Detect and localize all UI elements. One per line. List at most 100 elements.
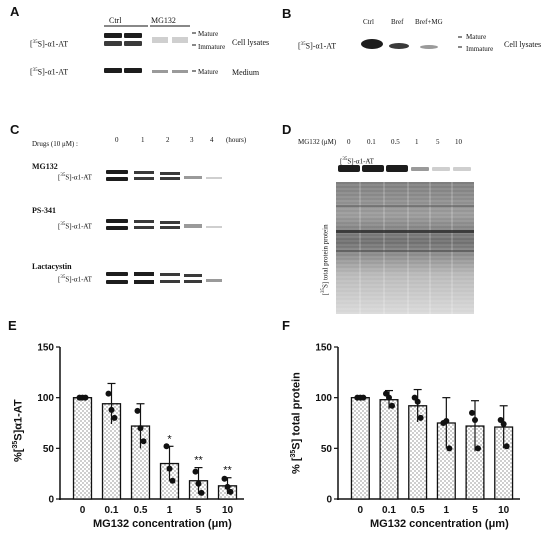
data-point-e-5-0 — [221, 475, 228, 482]
drugs-label: Drugs (10 μM) : — [32, 140, 78, 148]
lane-bref-mg: Bref+MG — [415, 18, 443, 26]
x-tick-label-f-5: 10 — [498, 505, 510, 516]
data-point-f-2-1 — [414, 398, 421, 405]
y-tick-label-e-0: 0 — [48, 495, 54, 506]
data-point-e-2-0 — [134, 407, 141, 414]
panel-label-b: B — [282, 6, 292, 21]
mg132-label-d: MG132 (μM) — [298, 138, 337, 146]
panel-label-a: A — [10, 4, 20, 19]
data-point-f-1-2 — [389, 402, 395, 409]
data-point-e-3-2 — [169, 477, 176, 484]
data-point-f-5-1 — [500, 421, 507, 428]
label-mature-b: Mature — [466, 33, 487, 41]
y-tick-label-f-3: 150 — [315, 343, 332, 354]
data-point-e-1-1 — [108, 406, 115, 413]
panel-label-e: E — [8, 318, 17, 333]
y-tick-label-f-2: 100 — [315, 393, 332, 404]
timepoint-4: 4 — [210, 136, 214, 144]
conc-5: 5 — [436, 138, 440, 146]
bar-f-1 — [379, 399, 399, 500]
drug-ps341: PS-341 — [32, 206, 56, 215]
bar-f-0 — [350, 397, 370, 500]
data-point-f-4-1 — [472, 416, 478, 423]
timepoint-2: 2 — [166, 136, 170, 144]
x-tick-label-e-0: 0 — [80, 505, 86, 516]
row-label-a2: [35S]-α1-AT — [30, 67, 69, 77]
row-label-c3: [35S]-α1-AT — [58, 275, 92, 284]
conc-0: 0 — [347, 138, 351, 146]
data-point-e-4-2 — [198, 489, 205, 496]
data-point-e-1-0 — [105, 390, 112, 397]
data-point-f-2-2 — [417, 414, 424, 421]
row-label-c2: [35S]-α1-AT — [58, 222, 92, 231]
panel-label-f: F — [282, 318, 290, 333]
data-point-e-0-2 — [82, 394, 89, 401]
timepoint-0: 0 — [115, 136, 119, 144]
y-tick-label-f-0: 0 — [326, 495, 332, 506]
drug-lactacystin: Lactacystin — [32, 262, 72, 271]
hours-label: (hours) — [226, 136, 247, 144]
panel-label-c: C — [10, 122, 20, 137]
conc-0-5: 0.5 — [391, 138, 400, 146]
timepoint-1: 1 — [141, 136, 145, 144]
drug-mg132: MG132 — [32, 162, 58, 171]
header-ctrl: Ctrl — [109, 16, 122, 25]
y-tick-label-e-1: 50 — [43, 444, 55, 455]
conc-10: 10 — [455, 138, 462, 146]
label-cell-lysates-a: Cell lysates — [232, 38, 270, 47]
significance-e-4: ** — [194, 455, 203, 467]
data-point-e-5-1 — [224, 483, 231, 490]
row-label-a1: [35S]-α1-AT — [30, 39, 69, 49]
x-tick-label-e-2: 0.5 — [134, 505, 148, 516]
header-mg132: MG132 — [151, 16, 176, 25]
data-point-e-5-2 — [227, 488, 234, 495]
x-tick-label-e-4: 5 — [196, 505, 202, 516]
y-tick-label-f-1: 50 — [321, 444, 333, 455]
data-point-f-1-1 — [386, 394, 392, 401]
data-point-f-4-0 — [469, 409, 475, 416]
label-immature-b: Immature — [466, 45, 494, 53]
x-tick-label-e-5: 10 — [222, 505, 234, 516]
row-label-b: [35S]-α1-AT — [298, 41, 337, 51]
conc-1: 1 — [415, 138, 419, 146]
data-point-e-3-0 — [163, 443, 170, 450]
data-point-e-2-2 — [140, 438, 147, 445]
data-point-f-5-2 — [503, 443, 510, 450]
x-tick-label-f-1: 0.1 — [382, 505, 396, 516]
data-point-e-3-1 — [166, 465, 173, 472]
label-medium: Medium — [232, 68, 260, 77]
timepoint-3: 3 — [190, 136, 194, 144]
lane-bref: Bref — [391, 18, 404, 26]
y-tick-label-e-2: 100 — [37, 393, 54, 404]
row-label-d: [35S]-α1-AT — [340, 157, 374, 166]
data-point-f-3-2 — [446, 445, 453, 452]
data-point-e-2-1 — [137, 425, 144, 432]
x-tick-label-f-4: 5 — [472, 505, 478, 516]
data-point-e-1-2 — [111, 414, 118, 421]
conc-0-1: 0.1 — [367, 138, 376, 146]
data-point-f-0-2 — [360, 394, 367, 401]
xlabel-e: MG132 concentration (μm) — [93, 518, 232, 530]
x-tick-label-e-3: 1 — [167, 505, 173, 516]
data-point-e-4-0 — [192, 468, 199, 475]
significance-e-5: ** — [223, 465, 232, 477]
significance-e-3: * — [167, 433, 172, 445]
row-label-c1: [35S]-α1-AT — [58, 173, 92, 182]
label-immature-a: Immature — [198, 43, 226, 51]
data-point-f-3-1 — [443, 417, 450, 424]
lane-ctrl-b: Ctrl — [363, 18, 374, 26]
panel-label-d: D — [282, 122, 292, 137]
bar-e-0 — [72, 397, 93, 500]
data-point-f-4-2 — [475, 445, 481, 452]
x-tick-label-f-0: 0 — [358, 505, 364, 516]
x-tick-label-f-2: 0.5 — [411, 505, 425, 516]
data-point-e-4-1 — [195, 480, 202, 487]
xlabel-f: MG132 concentration (μm) — [370, 518, 509, 530]
label-cell-lysates-b: Cell lysates — [504, 40, 542, 49]
y-tick-label-e-3: 150 — [37, 343, 54, 354]
